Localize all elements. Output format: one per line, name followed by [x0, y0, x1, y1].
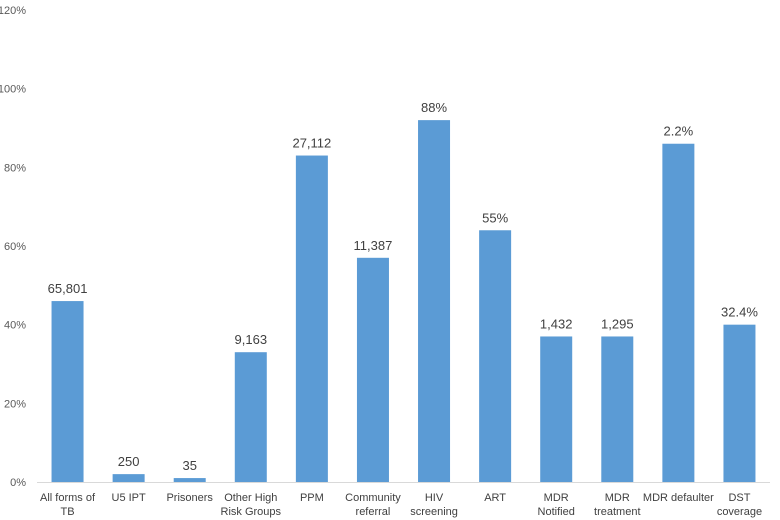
- category-label-line: screening: [410, 506, 458, 518]
- data-label: 1,295: [601, 316, 634, 331]
- bar: [234, 352, 267, 482]
- data-label: 35: [182, 458, 196, 473]
- category-label-line: TB: [61, 506, 75, 518]
- category-label: Community referral: [345, 492, 401, 518]
- category-label: All forms of TB: [40, 492, 96, 518]
- category-label: MDR treatment: [594, 492, 640, 518]
- data-label: 55%: [482, 210, 508, 225]
- category-label-line: HIV: [425, 492, 444, 504]
- data-label: 27,112: [292, 136, 331, 151]
- category-label: Other High Risk Groups: [221, 492, 282, 518]
- category-label-line: Other High: [224, 492, 277, 504]
- y-tick-label: 20%: [4, 398, 26, 410]
- category-label: HIV screening: [410, 492, 458, 518]
- bar: [295, 155, 328, 483]
- bar: [173, 478, 206, 482]
- bar: [112, 474, 145, 482]
- bar: [51, 301, 84, 482]
- bar: [662, 143, 695, 482]
- category-label-line: Risk Groups: [221, 506, 282, 518]
- category-label-line: All forms of: [40, 492, 96, 504]
- data-label: 9,163: [235, 332, 268, 347]
- category-label: PPM: [300, 492, 324, 504]
- bar: [540, 336, 573, 482]
- category-label: U5 IPT: [112, 492, 147, 504]
- category-label-line: PPM: [300, 492, 324, 504]
- category-label-line: referral: [356, 506, 391, 518]
- bar: [418, 120, 451, 482]
- bar: [723, 324, 756, 482]
- category-label-line: DST: [728, 492, 750, 504]
- bar: [479, 230, 512, 482]
- category-label-line: MDR defaulter: [643, 492, 714, 504]
- category-label-line: coverage: [717, 506, 762, 518]
- category-label-line: ART: [484, 492, 506, 504]
- category-label: ART: [484, 492, 506, 504]
- data-label: 1,432: [540, 316, 573, 331]
- y-tick-label: 0%: [10, 477, 26, 489]
- category-label-line: Prisoners: [166, 492, 213, 504]
- data-label: 32.4%: [721, 305, 758, 320]
- category-label-line: MDR: [605, 492, 630, 504]
- category-label-line: U5 IPT: [112, 492, 147, 504]
- x-axis-categories: All forms of TB U5 IPT Prisoners Other High R…: [40, 492, 762, 518]
- y-tick-label: 120%: [0, 5, 26, 17]
- y-tick-label: 60%: [4, 241, 26, 253]
- data-label: 65,801: [48, 281, 88, 296]
- category-label-line: treatment: [594, 506, 640, 518]
- data-label: 250: [118, 454, 140, 469]
- data-label: 11,387: [354, 238, 393, 253]
- y-tick-label: 40%: [4, 320, 26, 332]
- bar: [601, 336, 634, 482]
- data-label: 88%: [421, 100, 447, 115]
- bar: [356, 257, 389, 482]
- category-label: Prisoners: [166, 492, 213, 504]
- bars: [51, 120, 756, 483]
- category-label-line: Community: [345, 492, 401, 504]
- category-label: DST coverage: [717, 492, 762, 518]
- category-label: MDR defaulter: [643, 492, 714, 504]
- data-labels: 65,801 250 35 9,163 27,112 11,387 88% 55% 1,432 1…: [48, 100, 759, 473]
- category-label-line: Notified: [538, 506, 575, 518]
- data-label: 2.2%: [664, 124, 694, 139]
- category-label-line: MDR: [544, 492, 569, 504]
- y-tick-label: 100%: [0, 84, 26, 96]
- y-axis: 0% 20% 40% 60% 80% 100% 120%: [0, 5, 26, 489]
- category-label: MDR Notified: [538, 492, 575, 518]
- y-tick-label: 80%: [4, 162, 26, 174]
